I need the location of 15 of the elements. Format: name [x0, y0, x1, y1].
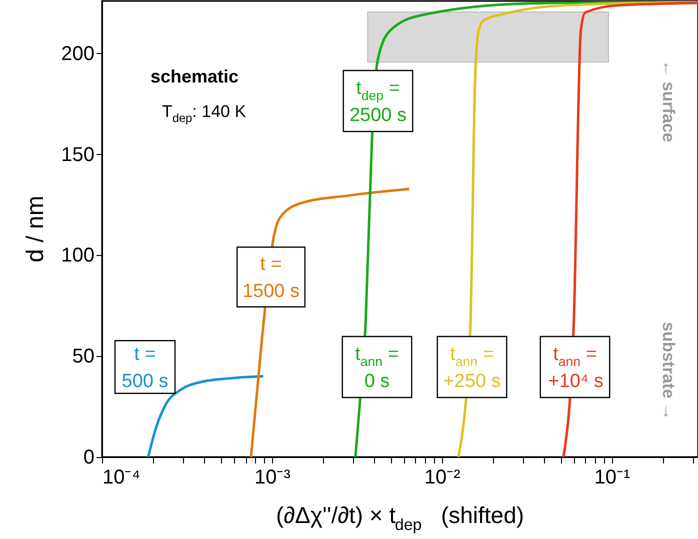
annotation: ← surface — [659, 60, 678, 142]
annotation: schematic — [150, 66, 239, 86]
x-tick-label: 10⁻³ — [254, 466, 291, 488]
x-tick-label: 10⁻² — [424, 466, 461, 488]
y-tick-label: 200 — [61, 42, 94, 65]
y-tick-label: 0 — [83, 446, 94, 468]
annotation: t = 500 s — [122, 344, 168, 392]
y-tick-label: 150 — [61, 144, 94, 166]
annotation: t = 1500 s — [242, 254, 300, 302]
annotation: substrate → — [659, 322, 678, 420]
x-tick-label: 10⁻⁴ — [102, 466, 140, 488]
y-tick-label: 50 — [72, 346, 94, 368]
y-tick-label: 100 — [61, 244, 94, 267]
x-tick-label: 10⁻¹ — [594, 466, 631, 488]
y-axis-title: d / nm — [22, 196, 49, 262]
